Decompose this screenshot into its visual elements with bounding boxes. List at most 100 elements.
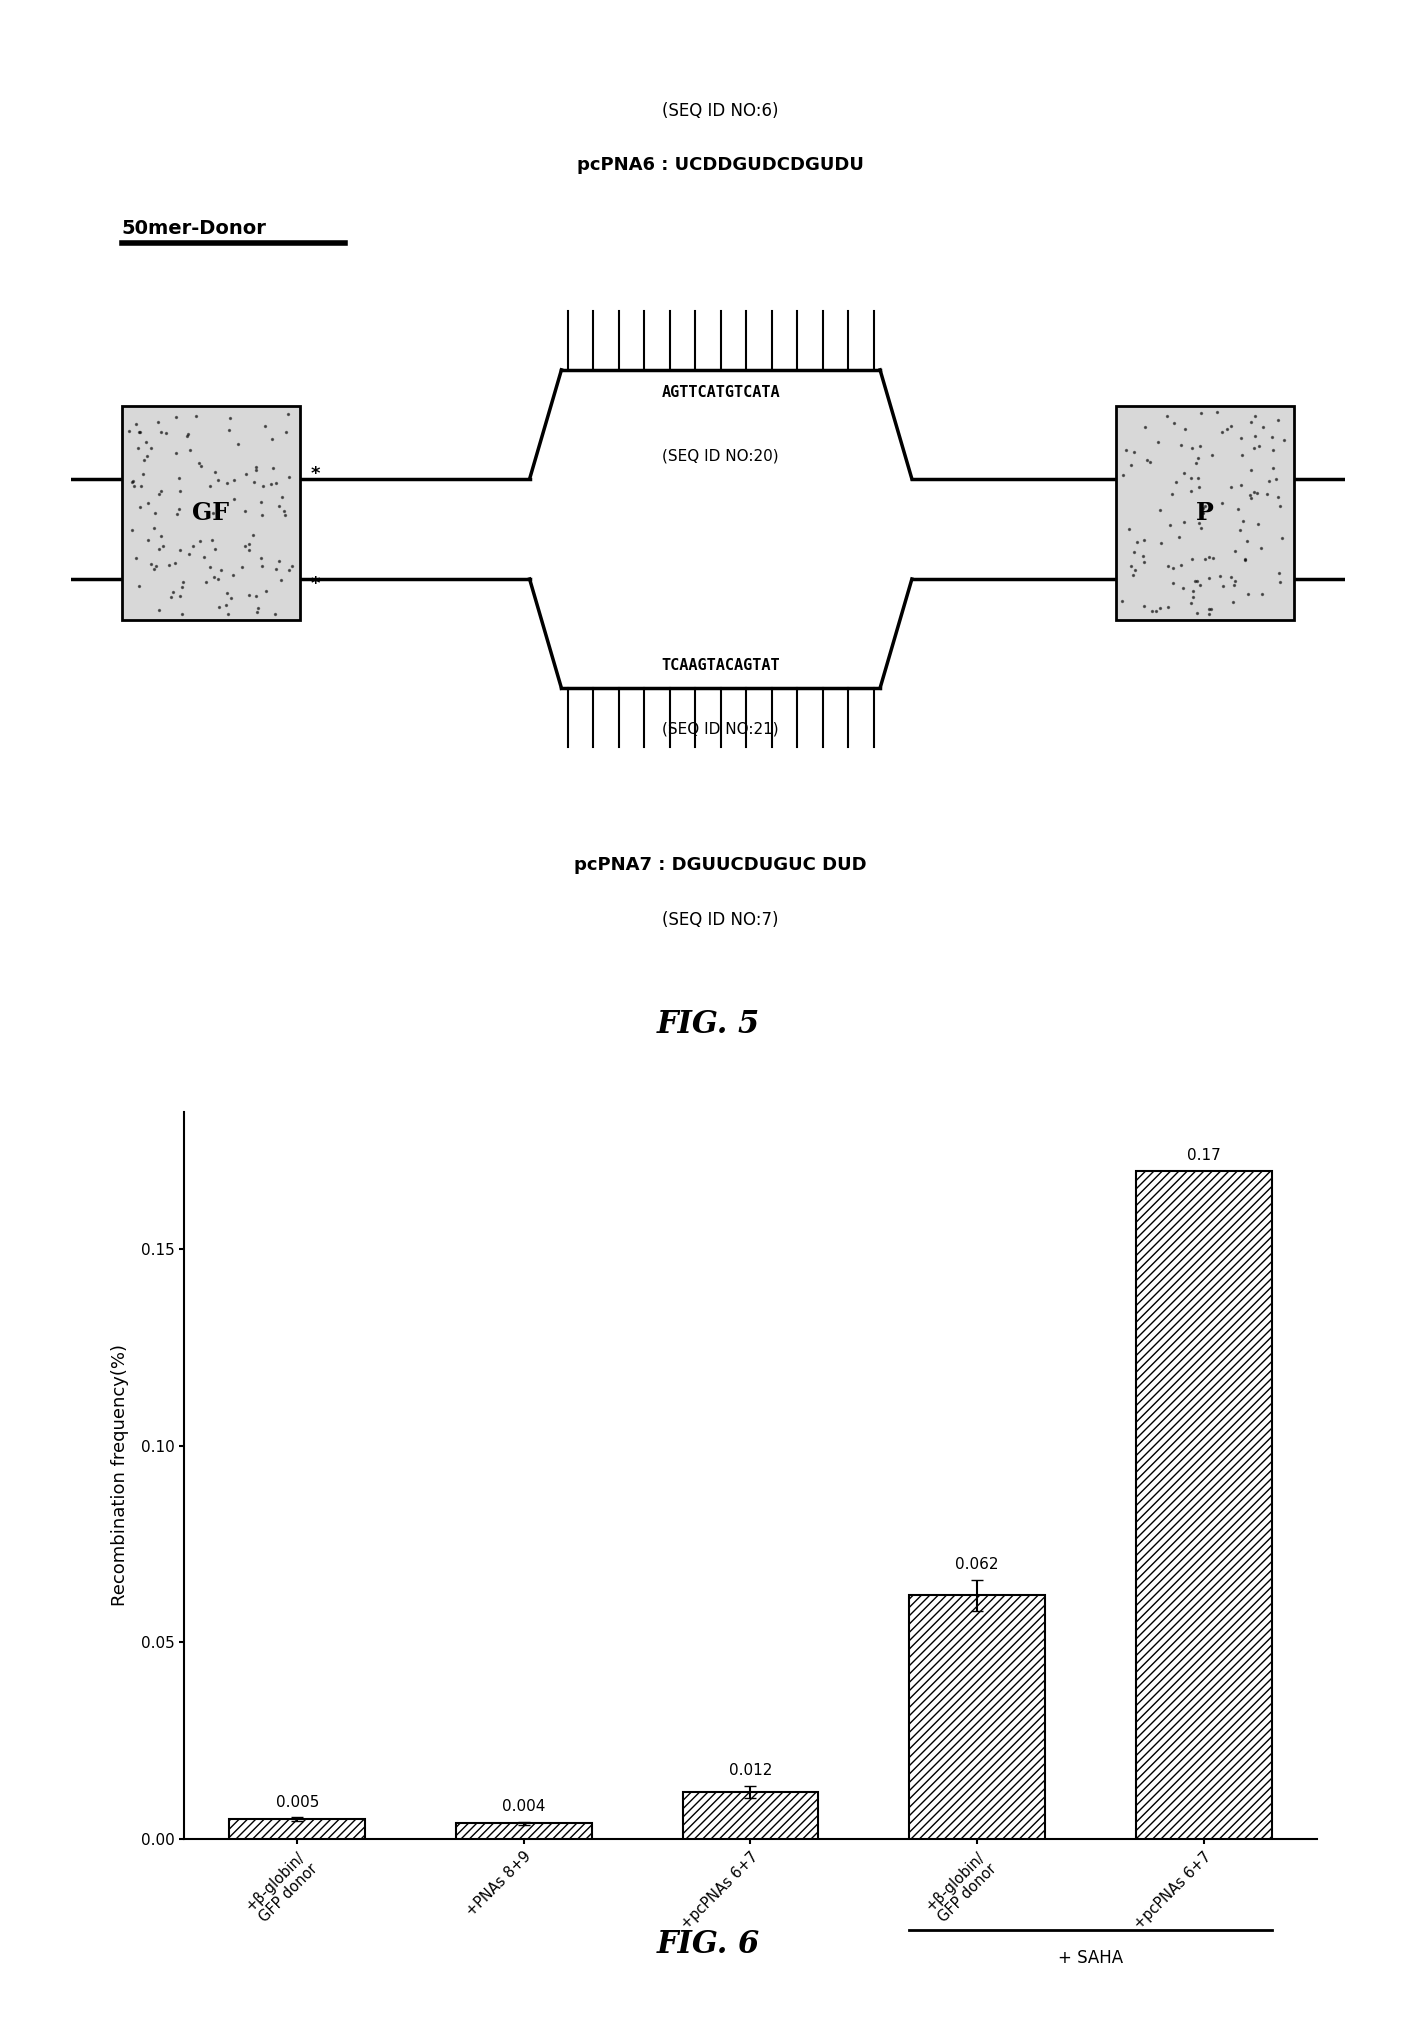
Point [1267, 558, 1290, 590]
Point [1267, 481, 1290, 513]
Point [1223, 534, 1246, 566]
Point [238, 578, 261, 610]
Point [150, 416, 173, 449]
Point [147, 406, 170, 439]
Point [207, 465, 229, 497]
Point [269, 564, 292, 596]
Point [1170, 550, 1192, 582]
Point [218, 414, 241, 447]
Point [118, 414, 140, 447]
Point [1187, 461, 1209, 493]
Point [1157, 590, 1180, 622]
Point [1191, 497, 1214, 530]
Point [261, 422, 283, 455]
Point [1141, 594, 1164, 627]
Point [227, 428, 249, 461]
Text: (SEQ ID NO:7): (SEQ ID NO:7) [663, 911, 779, 930]
Point [1185, 596, 1208, 629]
Point [1163, 566, 1185, 598]
Text: 0.004: 0.004 [503, 1799, 545, 1815]
Point [1146, 426, 1168, 459]
Point [150, 475, 173, 507]
Text: (SEQ ID NO:6): (SEQ ID NO:6) [663, 101, 779, 119]
Point [217, 576, 239, 608]
Point [1235, 525, 1257, 558]
Point [169, 534, 191, 566]
Point [169, 580, 191, 612]
Point [166, 497, 188, 530]
Point [1188, 471, 1211, 503]
Point [1223, 564, 1246, 596]
Point [1150, 527, 1172, 560]
Point [1188, 568, 1211, 600]
Point [238, 527, 261, 560]
Point [1131, 540, 1154, 572]
Point [188, 447, 211, 479]
Point [1120, 449, 1143, 481]
Point [1243, 432, 1266, 465]
Point [251, 542, 273, 574]
Point [1185, 564, 1208, 596]
Point [219, 582, 242, 614]
Point [1264, 463, 1287, 495]
Text: 0.062: 0.062 [956, 1556, 998, 1572]
Point [1161, 477, 1184, 509]
Point [1221, 560, 1243, 592]
Point [1211, 487, 1233, 519]
Point [176, 420, 198, 453]
Point [1269, 489, 1291, 521]
Point [1121, 558, 1144, 590]
Point [1246, 477, 1269, 509]
Text: *: * [310, 465, 320, 483]
Point [246, 592, 269, 624]
Point [1123, 536, 1146, 568]
Text: (SEQ ID NO:21): (SEQ ID NO:21) [663, 721, 779, 736]
Bar [1136, 1170, 1272, 1839]
Point [1247, 430, 1270, 463]
Point [132, 459, 154, 491]
Point [133, 443, 156, 475]
Point [149, 519, 171, 552]
Point [1114, 435, 1137, 467]
Text: pcPNA7 : DGUUCDUGUC DUD: pcPNA7 : DGUUCDUGUC DUD [575, 857, 867, 875]
Point [164, 437, 187, 469]
Point [268, 489, 290, 521]
Point [1171, 572, 1194, 604]
Point [1229, 469, 1252, 501]
Point [1262, 435, 1284, 467]
Bar [229, 1819, 365, 1839]
Point [1262, 453, 1284, 485]
Text: P: P [1197, 501, 1214, 525]
Point [278, 461, 300, 493]
Point [143, 511, 166, 544]
Point [1198, 592, 1221, 624]
Point [207, 564, 229, 596]
Point [1198, 598, 1221, 631]
Text: 0.17: 0.17 [1187, 1148, 1221, 1162]
Point [1236, 578, 1259, 610]
Point [1158, 509, 1181, 542]
Point [1123, 437, 1146, 469]
Point [143, 497, 166, 530]
Point [1180, 586, 1202, 618]
Point [222, 560, 245, 592]
Point [275, 416, 297, 449]
Point [1273, 424, 1296, 457]
Point [276, 398, 299, 430]
Point [195, 566, 218, 598]
Point [1112, 584, 1134, 616]
Point [185, 400, 208, 432]
Point [135, 426, 157, 459]
Point [1232, 505, 1255, 538]
Point [1231, 422, 1253, 455]
Point [215, 467, 238, 499]
Point [181, 530, 204, 562]
Point [1138, 445, 1161, 477]
Point [1262, 420, 1284, 453]
Point [1238, 479, 1260, 511]
Point [1233, 544, 1256, 576]
Point [1192, 491, 1215, 523]
Point [188, 525, 211, 558]
Point [1181, 432, 1204, 465]
Point [1194, 544, 1216, 576]
